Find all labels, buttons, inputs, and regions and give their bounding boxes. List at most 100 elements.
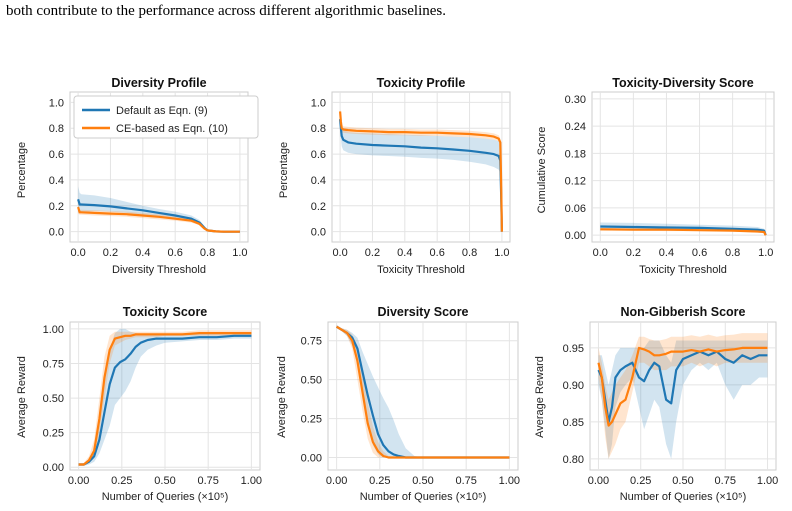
y-tick-label: 0.2 [311, 201, 326, 213]
subplot-title: Toxicity Profile [377, 76, 466, 90]
y-tick-label: 0.12 [565, 176, 586, 188]
x-tick-label: 1.00 [757, 475, 778, 487]
y-tick-label: 0.50 [43, 393, 64, 405]
y-axis-label: Cumulative Score [536, 127, 548, 214]
x-tick-label: 0.0 [593, 247, 608, 259]
x-tick-label: 0.6 [692, 247, 707, 259]
y-tick-label: 0.0 [311, 227, 326, 239]
x-tick-label: 0.50 [412, 475, 433, 487]
series-line-ce [597, 346, 768, 427]
x-tick-label: 0.0 [70, 247, 85, 259]
y-tick-label: 0.4 [49, 175, 64, 187]
y-tick-label: 0.75 [43, 358, 64, 370]
x-tick-label: 1.00 [499, 475, 520, 487]
x-tick-label: 0.0 [332, 247, 347, 259]
series-line-default [339, 119, 503, 232]
series-line-ce [339, 111, 503, 232]
x-tick-label: 0.25 [111, 475, 132, 487]
series-line-default [597, 350, 768, 423]
y-tick-label: 1.0 [311, 97, 326, 109]
confidence-band-default [598, 340, 768, 459]
x-tick-label: 0.2 [103, 247, 118, 259]
x-axis-label: Toxicity Threshold [377, 264, 465, 276]
x-tick-label: 0.25 [630, 475, 651, 487]
subplot-title: Diversity Profile [111, 76, 206, 90]
subplot-title: Non-Gibberish Score [620, 305, 745, 319]
y-tick-label: 0.18 [565, 148, 586, 160]
y-tick-label: 0.24 [565, 121, 586, 133]
confidence-band-ce [336, 325, 510, 458]
y-tick-label: 0.90 [563, 380, 584, 392]
y-tick-label: 0.30 [565, 94, 586, 106]
series-line-ce [336, 325, 510, 459]
y-axis-label: Percentage [278, 142, 290, 198]
y-tick-label: 0.00 [43, 462, 64, 474]
x-axis-label: Diversity Threshold [112, 264, 206, 276]
legend-box [73, 95, 259, 139]
y-tick-label: 0.4 [311, 175, 326, 187]
subplot-toxicity-profile: Toxicity Profile Toxicity Threshold Perc… [278, 76, 465, 276]
x-tick-label: 0.8 [462, 247, 477, 259]
y-tick-label: 1.00 [43, 324, 64, 336]
plot-area-1: 0.0 0.2 0.4 0.6 0.8 1.0 0.0 0.2 0.4 0.6 0.8 1.0 [311, 91, 511, 259]
y-tick-label: 0.2 [49, 201, 64, 213]
confidence-band-default [78, 328, 252, 466]
x-tick-label: 0.6 [430, 247, 445, 259]
y-tick-label: 0.6 [311, 149, 326, 161]
plot-area-2: 0.0 0.2 0.4 0.6 0.8 1.0 0.00 0.06 0.12 0.18 0.24 0.… [565, 91, 775, 259]
series-line-default [600, 225, 767, 236]
x-tick-label: 0.75 [715, 475, 736, 487]
x-tick-label: 1.00 [241, 475, 262, 487]
x-tick-label: 0.4 [397, 247, 412, 259]
legend-label-default: Default as Eqn. (9) [116, 105, 208, 117]
subplot-diversity-profile: Diversity Profile Diversity Threshold Pe… [16, 76, 207, 276]
y-tick-label: 0.6 [49, 149, 64, 161]
x-tick-label: 0.2 [626, 247, 641, 259]
x-tick-label: 1.0 [232, 247, 247, 259]
plot-area-4: 0.00 0.25 0.50 0.75 1.00 0.00 0.25 0.50 0.75 [301, 321, 520, 487]
x-tick-label: 0.8 [200, 247, 215, 259]
y-tick-label: 0.8 [311, 123, 326, 135]
y-tick-label: 0.06 [565, 203, 586, 215]
plot-frame [331, 91, 511, 243]
y-axis-label: Average Reward [276, 356, 288, 438]
y-tick-label: 0.85 [563, 417, 584, 429]
x-tick-label: 0.75 [197, 475, 218, 487]
y-tick-label: 0.00 [301, 453, 322, 465]
series-line-ce [600, 228, 767, 236]
y-tick-label: 0.75 [301, 336, 322, 348]
y-tick-label: 0.00 [565, 230, 586, 242]
x-tick-label: 0.50 [154, 475, 175, 487]
y-axis-label: Average Reward [534, 356, 546, 438]
x-tick-label: 0.8 [725, 247, 740, 259]
x-tick-label: 0.75 [455, 475, 476, 487]
subplot-toxicity-diversity-score: Toxicity-Diversity Score Toxicity Thresh… [536, 76, 754, 276]
y-axis-label: Average Reward [16, 356, 28, 438]
confidence-band-default [78, 186, 240, 232]
y-tick-label: 0.8 [49, 123, 64, 135]
legend: Default as Eqn. (9) CE-based as Eqn. (10… [73, 95, 259, 139]
subplot-diversity-score: Diversity Score Number of Queries (×10⁵)… [276, 305, 486, 503]
x-axis-label: Number of Queries (×10⁵) [360, 491, 487, 503]
x-tick-label: 0.25 [369, 475, 390, 487]
figure-caption: both contribute to the performance acros… [6, 3, 446, 19]
x-axis-label: Toxicity Threshold [639, 264, 727, 276]
y-tick-label: 0.95 [563, 343, 584, 355]
y-tick-label: 0.25 [43, 428, 64, 440]
x-tick-label: 0.00 [588, 475, 609, 487]
confidence-band-default [340, 111, 502, 232]
legend-label-ce: CE-based as Eqn. (10) [116, 123, 228, 135]
subplot-non-gibberish-score: Non-Gibberish Score Number of Queries (×… [534, 305, 746, 503]
plot-area-3: 0.00 0.25 0.50 0.75 1.00 0.00 0.25 0.50 0.75 1.00 [43, 321, 262, 487]
y-tick-label: 0.50 [301, 375, 322, 387]
x-tick-label: 0.2 [365, 247, 380, 259]
y-tick-label: 1.0 [49, 97, 64, 109]
series-line-ce [78, 332, 252, 466]
x-tick-label: 0.4 [659, 247, 674, 259]
y-axis-label: Percentage [16, 142, 28, 198]
confidence-band-default [336, 325, 510, 458]
x-tick-label: 0.50 [672, 475, 693, 487]
x-tick-label: 0.6 [168, 247, 183, 259]
y-tick-label: 0.80 [563, 454, 584, 466]
